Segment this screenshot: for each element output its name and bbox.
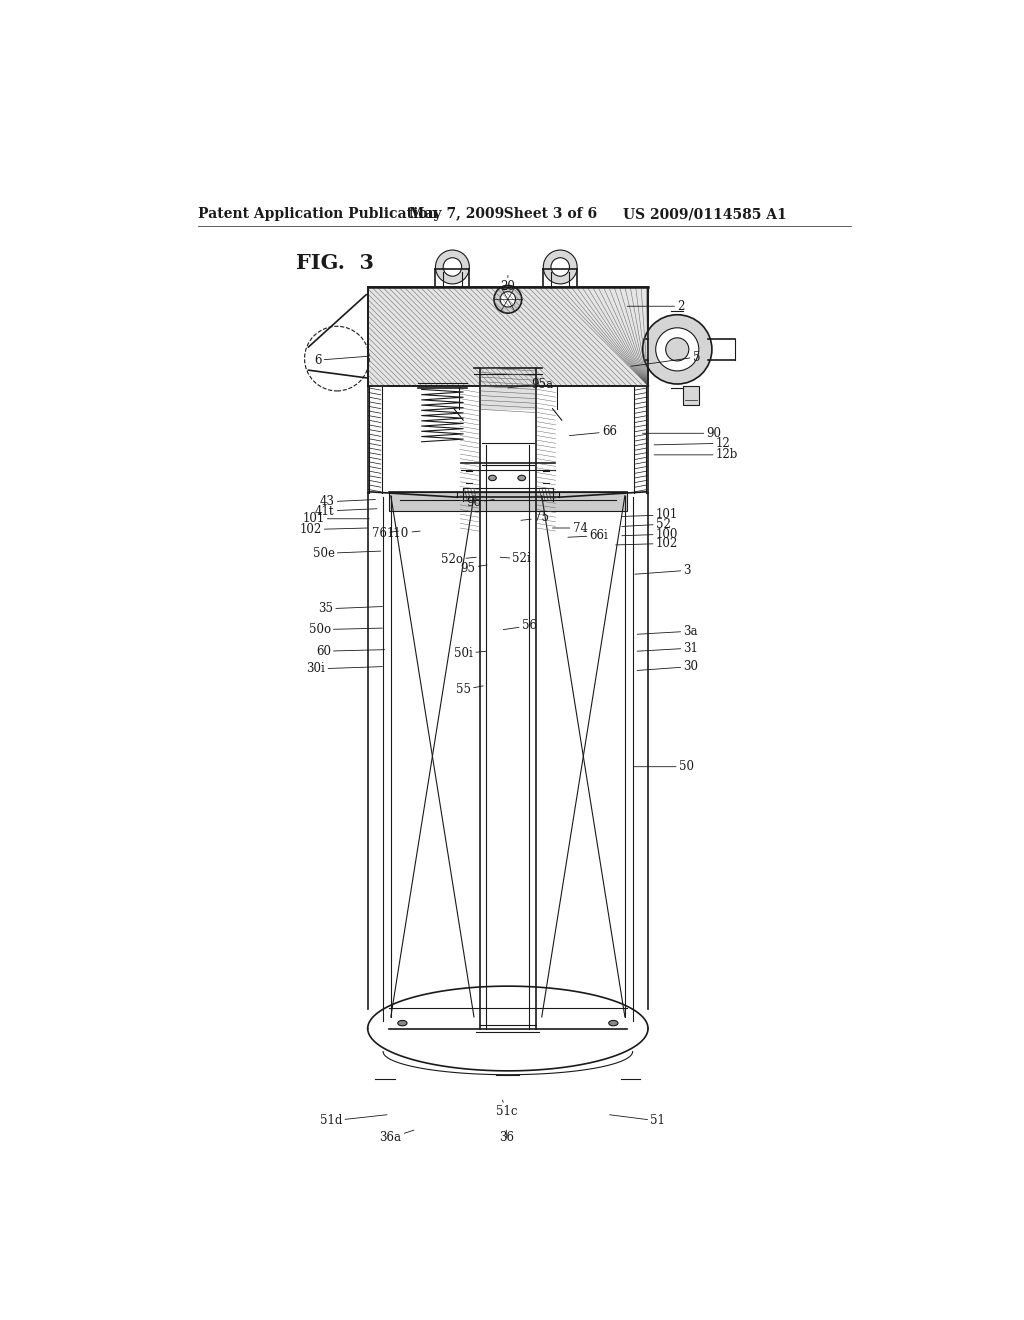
Text: 2: 2 — [628, 300, 685, 313]
Text: 102: 102 — [299, 523, 368, 536]
Bar — [388, 492, 628, 511]
Text: 6: 6 — [314, 354, 368, 367]
Text: 50e: 50e — [312, 546, 381, 560]
Circle shape — [443, 257, 462, 276]
Text: 52o: 52o — [441, 553, 476, 566]
Text: Sheet 3 of 6: Sheet 3 of 6 — [494, 207, 597, 222]
Bar — [683, 387, 698, 405]
Circle shape — [500, 292, 515, 308]
Ellipse shape — [488, 475, 497, 480]
Text: 3a: 3a — [637, 624, 698, 638]
Bar — [368, 286, 648, 385]
Text: 90: 90 — [643, 426, 722, 440]
Text: 101: 101 — [622, 508, 678, 521]
Text: 36a: 36a — [380, 1130, 414, 1144]
Text: US 2009/0114585 A1: US 2009/0114585 A1 — [624, 207, 787, 222]
Circle shape — [435, 249, 469, 284]
Text: 50: 50 — [634, 760, 694, 774]
Ellipse shape — [397, 1020, 407, 1026]
Text: 43: 43 — [319, 495, 376, 508]
Text: Patent Application Publication: Patent Application Publication — [199, 207, 438, 222]
Ellipse shape — [608, 1020, 617, 1026]
Ellipse shape — [518, 475, 525, 480]
Text: 52: 52 — [622, 517, 671, 531]
Text: 95a: 95a — [508, 378, 553, 391]
Text: 36: 36 — [499, 1130, 514, 1144]
Text: 55: 55 — [456, 684, 483, 696]
Text: 3: 3 — [635, 564, 691, 577]
Text: 66: 66 — [569, 425, 616, 438]
Text: 101: 101 — [302, 512, 370, 525]
Text: 41t: 41t — [315, 504, 377, 517]
Text: 102: 102 — [615, 537, 678, 550]
Text: 66i: 66i — [568, 529, 608, 543]
Bar — [480, 368, 536, 411]
Text: 12: 12 — [654, 437, 730, 450]
Circle shape — [494, 285, 521, 313]
Text: 56: 56 — [503, 619, 537, 632]
Text: 110: 110 — [387, 527, 420, 540]
Text: 30: 30 — [637, 660, 698, 673]
Text: 52i: 52i — [500, 552, 531, 565]
Text: 12b: 12b — [654, 449, 738, 462]
Text: 76: 76 — [372, 527, 398, 540]
Text: 51d: 51d — [319, 1114, 387, 1127]
Text: 31: 31 — [637, 642, 698, 655]
Text: 51c: 51c — [496, 1100, 517, 1118]
Text: 30i: 30i — [306, 663, 382, 676]
Text: 50i: 50i — [455, 647, 486, 660]
Text: May 7, 2009: May 7, 2009 — [410, 207, 505, 222]
Text: 5: 5 — [631, 351, 700, 367]
Text: 60: 60 — [315, 644, 385, 657]
Text: 74: 74 — [553, 521, 588, 535]
Text: FIG.  3: FIG. 3 — [296, 253, 374, 273]
Circle shape — [666, 338, 689, 360]
Text: 20: 20 — [501, 276, 515, 293]
Circle shape — [643, 314, 712, 384]
Text: 96: 96 — [467, 496, 494, 510]
Text: 51: 51 — [609, 1114, 666, 1127]
Text: 95: 95 — [461, 561, 487, 574]
Text: 100: 100 — [622, 528, 678, 541]
Circle shape — [551, 257, 569, 276]
Text: 35: 35 — [318, 602, 382, 615]
Circle shape — [655, 327, 698, 371]
Text: 75: 75 — [521, 511, 549, 524]
Text: 50o: 50o — [308, 623, 382, 636]
Circle shape — [544, 249, 578, 284]
